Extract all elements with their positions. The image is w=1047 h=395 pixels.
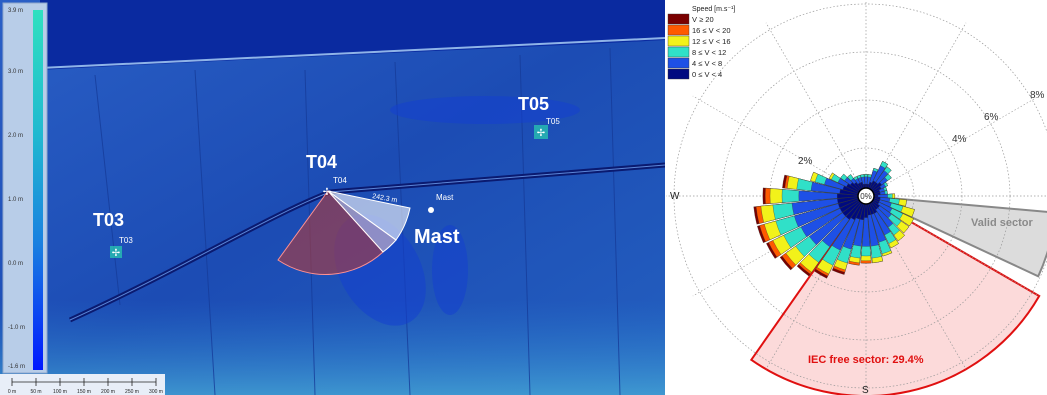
rose-bar [837,193,867,199]
scale-tick-label: 50 m [30,389,41,395]
polar-grid-spoke [865,95,1040,197]
svg-text:✢: ✢ [112,248,120,259]
polar-grid-ring [673,3,1047,389]
legend-top-label: 3.9 m [8,8,23,14]
turbine-t05-small-label: T05 [546,117,560,126]
iec-free-sector [749,194,1041,395]
ring-label-4: 4% [952,134,967,145]
scale-tick-label: 150 m [77,389,91,395]
svg-text:✢: ✢ [323,187,331,198]
terrain-map-canvas: ✢ ✢ ✢ T03 T03 T04 T04 T05 T05 Mast Mast … [0,0,665,395]
legend-label: 12 ≤ V < 16 [692,37,731,46]
scale-tick-label: 0 m [8,389,16,395]
scale-tick-label: 200 m [101,389,115,395]
legend-label: 4 ≤ V < 8 [692,59,722,68]
valid-sector-label: Valid sector [971,217,1033,229]
water-area [40,0,665,70]
rose-bar [798,190,867,202]
compass-w: W [670,191,680,202]
svg-text:✢: ✢ [537,128,545,139]
dike-line [39,37,665,69]
rose-bar [864,195,868,218]
legend-swatch-16-20 [667,24,690,36]
rose-bar [861,195,871,247]
center-label: 0% [860,192,872,201]
rose-bars [753,161,915,279]
legend-tick-label: 2.0 m [8,133,23,139]
scale-bar-panel [0,374,165,395]
legend-swatch-4-8 [667,57,690,69]
polar-grid-spoke [765,22,867,197]
elevation-legend-bar [33,10,43,370]
legend-label: 8 ≤ V < 12 [692,48,726,57]
valid-sector-edge-map [327,190,397,253]
speed-legend: Speed [m.s⁻¹] V ≥ 20 16 ≤ V < 20 12 ≤ V … [667,6,735,80]
mast-label: Mast [414,226,460,248]
ring-label-8: 8% [1030,90,1045,101]
legend-tick-label: 0.0 m [8,261,23,267]
scale-bar [11,378,157,386]
turbine-t03-marker[interactable]: ✢ [110,246,122,259]
ring-label-6: 6% [984,112,999,123]
legend-label: 0 ≤ V < 4 [692,70,722,79]
legend-label: V ≥ 20 [692,15,714,24]
turbine-t05-label: T05 [518,94,549,114]
scale-tick-label: 100 m [53,389,67,395]
mast-small-label: Mast [436,193,454,202]
wind-rose-panel: 0% 2% 4% 6% 8% W S Valid sector IEC free… [666,0,1047,395]
iec-sector-map [277,190,384,275]
speed-legend-title: Speed [m.s⁻¹] [692,6,735,13]
scale-tick-label: 250 m [125,389,139,395]
legend-tick-label: 3.0 m [8,69,23,75]
wind-rose-chart: 0% 2% 4% 6% 8% W S Valid sector IEC free… [666,0,1047,395]
legend-swatch-8-12 [667,46,690,58]
legend-swatch-12-16 [667,35,690,47]
legend-label: 16 ≤ V < 20 [692,26,731,35]
legend-swatch-0-4 [667,68,690,80]
scale-tick-label: 300 m [149,389,163,395]
canal-road-edge [69,164,665,321]
terrain-map: ✢ ✢ ✢ T03 T03 T04 T04 T05 T05 Mast Mast … [0,0,665,395]
compass-s: S [862,385,869,395]
turbine-t03-label: T03 [93,210,124,230]
iec-sector-label: IEC free sector: 29.4% [808,354,924,366]
mast-marker[interactable] [428,207,434,213]
legend-bottom-label: -1.6 m [8,364,25,370]
legend-tick-label: -1.0 m [8,325,25,331]
legend-tick-label: 1.0 m [8,197,23,203]
legend-swatch-v20 [667,13,690,25]
turbine-t05-marker[interactable]: ✢ [534,125,548,139]
calm-circle [857,187,875,205]
turbine-t04-marker[interactable]: ✢ [323,187,331,198]
ring-label-2: 2% [798,156,813,167]
distance-label: 242.3 m [372,193,398,204]
turbine-t04-label: T04 [306,152,337,172]
turbine-t03-small-label: T03 [119,236,133,245]
turbine-t04-small-label: T04 [333,176,347,185]
